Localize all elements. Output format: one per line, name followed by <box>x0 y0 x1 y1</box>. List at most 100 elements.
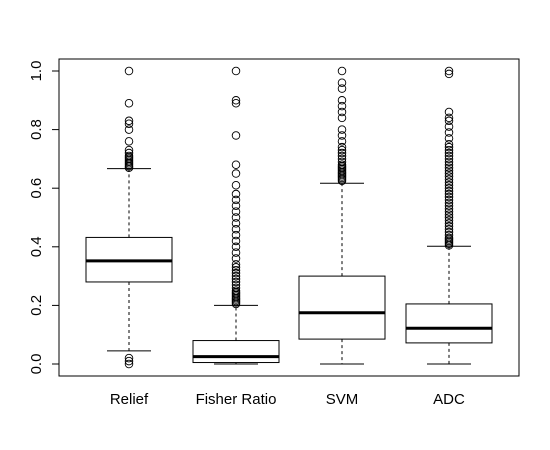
outlier-point <box>124 125 134 134</box>
x-category-label: ADC <box>433 391 465 408</box>
outlier-point <box>444 183 454 193</box>
outlier-point <box>337 145 347 155</box>
boxes-group <box>85 66 493 369</box>
iqr-box <box>192 340 280 364</box>
outlier-point <box>124 148 134 158</box>
outlier-point <box>444 122 454 131</box>
outlier-point <box>231 169 241 178</box>
outlier-point <box>444 195 454 205</box>
outlier-point <box>231 242 241 252</box>
outlier-point <box>231 181 241 190</box>
box-adc <box>405 66 493 365</box>
outlier-point <box>444 148 454 158</box>
outlier-point <box>444 142 454 152</box>
outlier-point <box>444 113 454 123</box>
outlier-point <box>444 128 454 137</box>
plot-frame <box>58 58 520 377</box>
outlier-point <box>337 78 347 87</box>
outlier-point <box>231 248 241 257</box>
outlier-point <box>444 169 454 178</box>
outlier-point <box>444 163 454 172</box>
outlier-point <box>124 145 134 155</box>
outlier-point <box>444 207 454 216</box>
outlier-point <box>444 198 454 208</box>
y-tick-label: 1.0 <box>28 61 45 82</box>
y-tick-label: 0.4 <box>28 236 45 257</box>
box-relief <box>85 66 173 369</box>
box-svm <box>298 66 386 365</box>
outlier-point <box>444 160 454 170</box>
y-tick-label: 0.0 <box>28 354 45 375</box>
outlier-point <box>444 69 454 79</box>
outlier-point <box>231 260 241 269</box>
outlier-point <box>337 151 347 161</box>
outlier-point <box>444 204 454 213</box>
outlier-point <box>124 119 134 128</box>
y-tick-label: 0.2 <box>28 295 45 316</box>
outlier-point <box>337 148 347 158</box>
outlier-point <box>444 210 454 219</box>
outlier-point <box>444 224 454 234</box>
outlier-point <box>337 137 347 146</box>
outlier-point <box>337 131 347 140</box>
x-axis-labels: Relief Fisher Ratio SVM ADC <box>110 391 465 408</box>
outlier-point <box>231 254 241 263</box>
box-fisher-ratio <box>192 66 280 365</box>
outlier-point <box>124 151 134 161</box>
outlier-point <box>231 230 241 240</box>
outlier-point <box>444 181 454 190</box>
outlier-point <box>444 166 454 175</box>
outlier-point <box>444 230 454 240</box>
outlier-point <box>337 113 347 123</box>
outlier-point <box>444 186 454 196</box>
outlier-point <box>337 66 347 76</box>
outlier-point <box>444 157 454 167</box>
outlier-point <box>444 66 454 76</box>
outlier-point <box>231 219 241 228</box>
outlier-point <box>124 66 134 76</box>
outlier-point <box>444 151 454 161</box>
outlier-point <box>231 98 241 108</box>
outlier-point <box>231 268 241 278</box>
outlier-point <box>124 359 134 369</box>
outlier-point <box>231 286 241 296</box>
outlier-point <box>444 178 454 187</box>
outlier-point <box>337 142 347 152</box>
outlier-point <box>231 131 241 140</box>
outlier-point <box>337 101 347 111</box>
iqr-box <box>298 275 386 340</box>
y-axis: 0.0 0.2 0.4 0.6 0.8 1.0 <box>28 61 59 375</box>
outlier-point <box>444 219 454 228</box>
outlier-point <box>444 145 454 155</box>
outlier-point <box>124 98 134 108</box>
y-tick-label: 0.6 <box>28 178 45 199</box>
outlier-point <box>231 265 241 275</box>
iqr-box <box>405 303 493 344</box>
outlier-point <box>337 154 347 164</box>
outlier-point <box>444 192 454 202</box>
outlier-point <box>444 227 454 237</box>
outlier-point <box>231 66 241 76</box>
outlier-point <box>231 277 241 287</box>
outlier-point <box>444 107 454 117</box>
outlier-point <box>231 160 241 170</box>
outlier-point <box>444 233 454 243</box>
outlier-point <box>337 157 347 167</box>
outlier-point <box>337 107 347 117</box>
outlier-point <box>231 201 241 211</box>
outlier-point <box>444 154 454 164</box>
outlier-point <box>231 274 241 284</box>
outlier-point <box>444 222 454 231</box>
outlier-point <box>444 216 454 225</box>
outlier-point <box>231 195 241 205</box>
outlier-point <box>444 175 454 184</box>
outlier-point <box>124 137 134 146</box>
x-category-label: Relief <box>110 391 149 408</box>
outlier-point <box>231 213 241 222</box>
outlier-point <box>231 224 241 234</box>
outlier-point <box>444 116 454 126</box>
outlier-point <box>337 160 347 170</box>
outlier-point <box>444 213 454 222</box>
outlier-point <box>231 271 241 281</box>
y-tick-label: 0.8 <box>28 119 45 140</box>
